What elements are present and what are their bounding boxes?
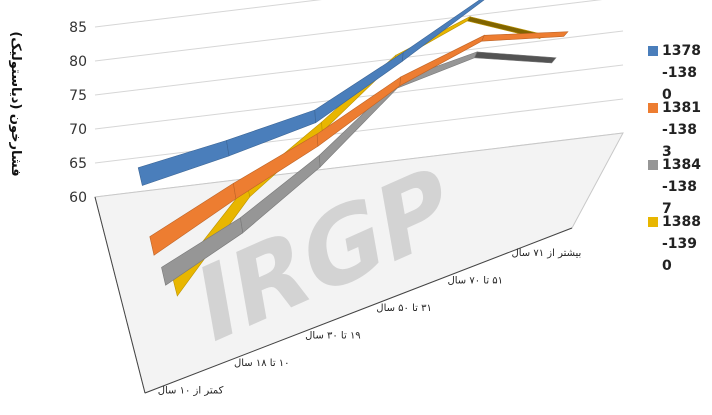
gridline: [94, 64, 624, 130]
legend-label: 1384-1387: [662, 157, 701, 217]
legend: 1378-1380 1381-1383 1384-1387 1388-1390: [648, 40, 712, 274]
legend-swatch: [648, 46, 658, 56]
x-tick-label: بیشتر از ۷۱ سال: [511, 248, 581, 259]
series-1378-1380: [137, 0, 485, 186]
ribbon-segment: [137, 140, 230, 186]
ribbon-segment: [399, 34, 485, 87]
x-tick-label: ۱۰ تا ۱۸ سال: [234, 358, 290, 369]
y-axis-label: فشارخون (دیاستولیک): [8, 31, 23, 176]
ribbon-segment: [481, 31, 569, 42]
legend-item: 1378-1380: [648, 40, 712, 103]
y-tick-label: 80: [69, 54, 87, 70]
y-tick-label: 75: [69, 88, 87, 104]
x-tick-label: ۱۹ تا ۳۰ سال: [305, 330, 361, 341]
y-axis-ticks: 60 65 70 75 80 85: [69, 20, 87, 206]
legend-item: 1388-1390: [648, 211, 712, 274]
legend-label: 1378-1380: [662, 43, 701, 103]
gridline: [94, 98, 624, 164]
legend-swatch: [648, 217, 658, 227]
series-1384-1387: [161, 51, 557, 286]
ribbon-segment: [474, 51, 557, 64]
y-tick-label: 70: [69, 122, 87, 138]
x-axis-line: [144, 227, 573, 394]
gridline: [94, 0, 603, 62]
series-1381-1383: [149, 31, 569, 256]
legend-label: 1388-1390: [662, 214, 701, 274]
legend-label: 1381-1383: [662, 100, 701, 160]
x-axis-ticks: کمتر از ۱۰ سال ۱۰ تا ۱۸ سال ۱۹ تا ۳۰ سال ۳۱…: [158, 248, 582, 397]
x-tick-label: ۳۱ تا ۵۰ سال: [376, 303, 432, 314]
ribbon-segment: [401, 0, 485, 62]
x-tick-label: کمتر از ۱۰ سال: [158, 385, 224, 396]
gridline: [94, 30, 624, 96]
depth-axis-line: [94, 196, 146, 394]
y-tick-label: 65: [69, 156, 87, 172]
legend-item: 1384-1387: [648, 154, 712, 217]
y-tick-label: 85: [69, 20, 87, 36]
legend-swatch: [648, 160, 658, 170]
series-ribbons: [137, 0, 569, 297]
gridline: [94, 0, 322, 28]
legend-swatch: [648, 103, 658, 113]
x-tick-label: ۵۱ تا ۷۰ سال: [447, 275, 503, 286]
y-tick-label: 60: [69, 190, 87, 206]
legend-item: 1381-1383: [648, 97, 712, 160]
